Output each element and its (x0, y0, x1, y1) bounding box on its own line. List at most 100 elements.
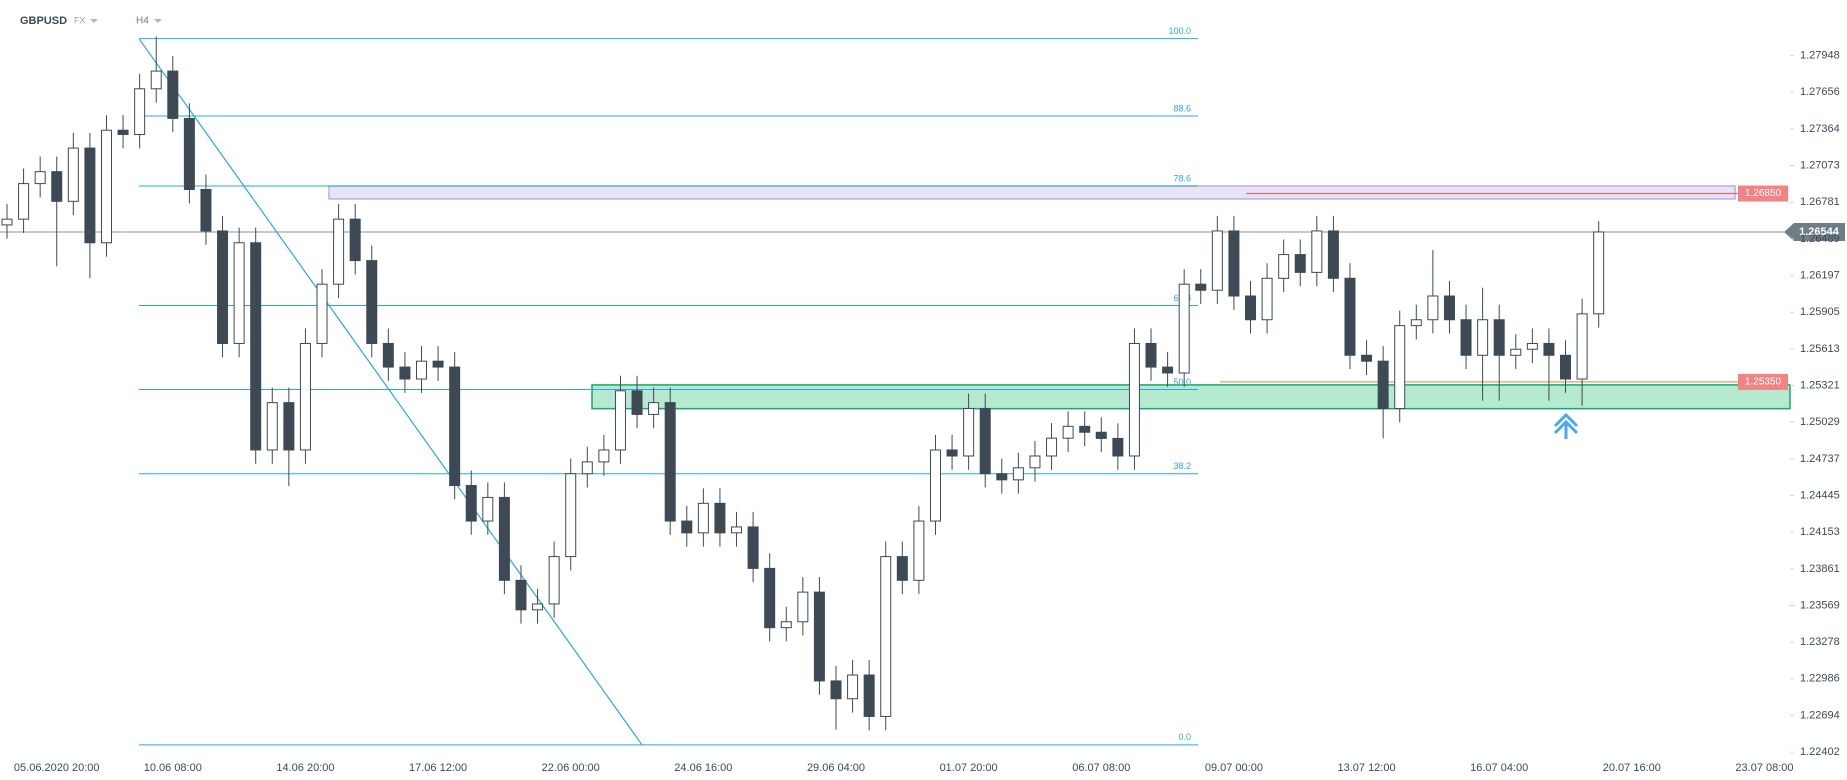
price-label: 1.22986 (1800, 673, 1840, 685)
candle-body (631, 390, 643, 415)
timeframe-dropdown[interactable] (154, 19, 162, 23)
level-tag-label: 1.25350 (1745, 377, 1782, 388)
candle-body (880, 556, 892, 717)
time-label: 05.06.2020 20:00 (14, 762, 100, 774)
price-label: 1.23861 (1800, 563, 1840, 575)
candle-body (217, 230, 229, 344)
price-label: 1.24737 (1800, 453, 1840, 465)
buy-arrow-icon (1553, 412, 1579, 439)
price-label: 1.22402 (1800, 746, 1840, 758)
candle-body (1327, 230, 1339, 279)
candle-body (1178, 283, 1190, 374)
candle-body (614, 390, 626, 451)
price-label: 1.26489 (1800, 233, 1840, 245)
candle-body (366, 260, 378, 344)
market-dropdown[interactable] (90, 19, 98, 23)
candle-body (333, 218, 345, 285)
candle-body (1095, 431, 1107, 439)
fib-label: 100.0 (1168, 26, 1191, 36)
candle-body (1112, 437, 1124, 457)
time-label: 14.06 20:00 (276, 762, 334, 774)
candle-body (465, 485, 477, 522)
candle-body (1493, 319, 1505, 356)
candle-body (1311, 230, 1323, 273)
candle-body (996, 473, 1008, 481)
candle-body (1162, 366, 1174, 374)
candle-body (1410, 319, 1422, 327)
candle-body (266, 402, 278, 451)
candle-body (1294, 254, 1306, 273)
candle-body (598, 449, 610, 463)
fib-label: 78.6 (1173, 173, 1191, 183)
candle-body (780, 621, 792, 629)
fib-label: 38.2 (1173, 461, 1191, 471)
candle-body (1228, 230, 1240, 297)
level-tag-label: 1.26850 (1745, 188, 1782, 199)
candle-body (664, 402, 676, 522)
candle-body (1046, 437, 1058, 457)
candle-body (1012, 467, 1024, 481)
candle-body (896, 556, 908, 581)
candle-body (1261, 277, 1273, 321)
candle-body (84, 147, 96, 244)
candle-body (946, 449, 958, 457)
current-price-label: 1.26544 (1799, 226, 1840, 238)
symbol[interactable]: GBPUSD (20, 15, 67, 27)
candle-body (117, 129, 129, 136)
candle-body (863, 674, 875, 717)
candle-body (200, 189, 212, 232)
candle-body (1394, 325, 1406, 410)
candle-body (548, 556, 560, 605)
candle-body (648, 402, 660, 415)
candle-body (167, 70, 179, 119)
time-label: 29.06 04:00 (807, 762, 865, 774)
timeframe[interactable]: H4 (136, 16, 149, 27)
time-label: 01.07 20:00 (940, 762, 998, 774)
candle-body (714, 502, 726, 534)
candle-body (565, 473, 577, 558)
candle-body (1576, 313, 1588, 380)
candle-body (797, 591, 809, 623)
candle-body (681, 520, 693, 534)
candle-body (1377, 360, 1389, 410)
candle-body (913, 520, 925, 581)
price-label: 1.27364 (1800, 123, 1840, 135)
price-label: 1.25321 (1800, 379, 1840, 391)
time-label: 06.07 08:00 (1072, 762, 1130, 774)
candle-body (1543, 342, 1555, 356)
candle-body (697, 502, 709, 534)
candle-body (1560, 354, 1572, 380)
price-label: 1.27073 (1800, 159, 1840, 171)
candle-body (51, 171, 63, 202)
candle-body (67, 147, 79, 202)
time-label: 09.07 00:00 (1205, 762, 1263, 774)
price-label: 1.25905 (1800, 306, 1840, 318)
candle-body (515, 579, 527, 611)
time-label: 24.06 16:00 (674, 762, 732, 774)
candle-body (34, 171, 46, 185)
candle-body (482, 496, 494, 522)
candle-body (1079, 425, 1091, 433)
fib-label: 0.0 (1178, 732, 1191, 742)
candle-body (532, 603, 544, 611)
price-label: 1.25029 (1800, 416, 1840, 428)
fib-trend-line (138, 38, 643, 746)
level-tag (1738, 373, 1788, 390)
time-label: 16.07 04:00 (1470, 762, 1528, 774)
candle-body (283, 402, 295, 451)
candle-body (1, 218, 13, 226)
market[interactable]: FX (74, 15, 86, 25)
candle-body (1278, 254, 1290, 279)
price-label: 1.27948 (1800, 50, 1840, 62)
candle-body (498, 496, 510, 581)
price-label: 1.27656 (1800, 86, 1840, 98)
candle-body (382, 342, 394, 368)
candle-body (1245, 295, 1256, 321)
candle-body (1029, 455, 1041, 469)
candle-body (399, 366, 411, 380)
time-label: 13.07 12:00 (1337, 762, 1395, 774)
price-label: 1.22694 (1800, 709, 1840, 721)
current-price-tag (1784, 222, 1845, 241)
candle-body (1344, 277, 1356, 356)
candle-body (1593, 231, 1605, 315)
